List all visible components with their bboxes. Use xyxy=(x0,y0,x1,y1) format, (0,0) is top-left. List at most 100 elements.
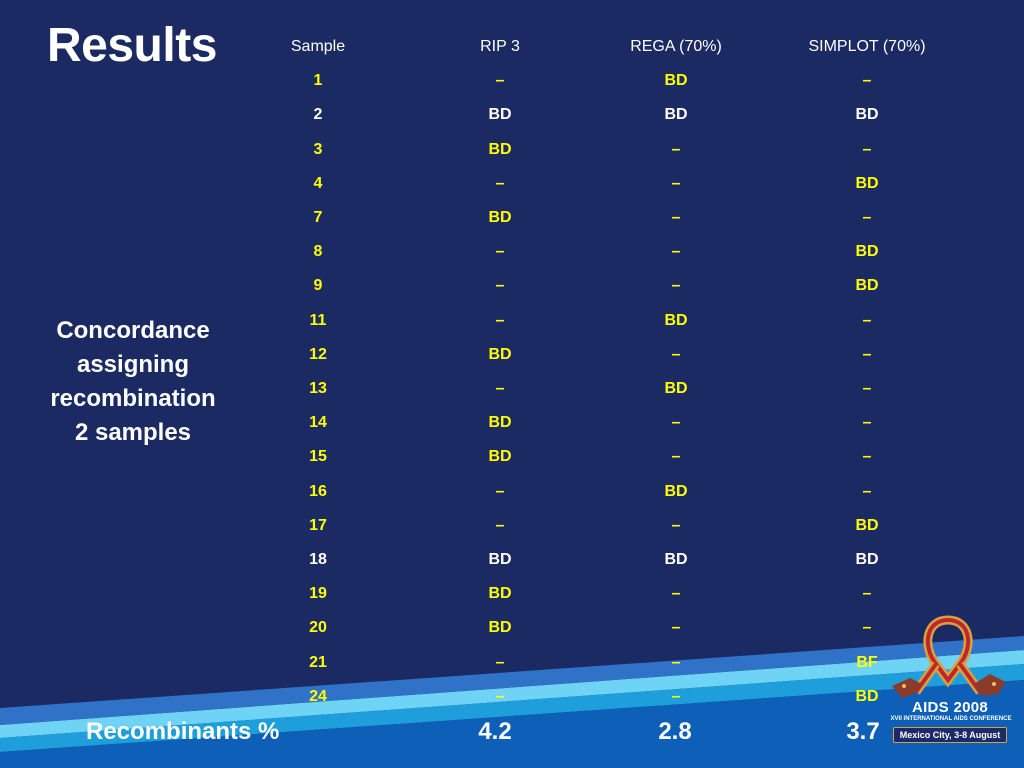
cell-sample: 12 xyxy=(309,345,327,363)
cell-rega: BD xyxy=(664,106,688,124)
cell-rega: – xyxy=(671,209,681,226)
cell-sample: 16 xyxy=(309,482,327,500)
cell-simplot: – xyxy=(862,311,872,329)
cell-rip3: – xyxy=(495,72,505,90)
table-row: 11 – BD – xyxy=(258,304,958,338)
cell-simplot: – xyxy=(862,140,872,158)
cell-simplot: BD xyxy=(855,106,879,124)
cell-sample: 9 xyxy=(313,277,323,295)
table-row: 15 BD – – xyxy=(258,440,958,474)
note-line: 2 samples xyxy=(74,419,192,446)
stripe-top xyxy=(0,636,1024,725)
cell-sample: 13 xyxy=(309,380,327,397)
cell-sample: 8 xyxy=(313,243,323,261)
cell-rip3: BD xyxy=(488,448,512,466)
cell-rega: – xyxy=(671,687,681,705)
table-row: 13 – BD – xyxy=(258,372,958,406)
cell-rega: BD xyxy=(664,551,688,568)
table-row: 21 – – BF xyxy=(258,646,958,680)
table-row: 17 – – BD xyxy=(258,509,958,543)
cell-simplot: – xyxy=(862,414,872,432)
cell-sample: 20 xyxy=(309,619,327,637)
header-rega: REGA (70%) xyxy=(630,38,722,55)
recombinants-simplot-value: 3.7 xyxy=(846,718,880,745)
table-row: 1 – BD – xyxy=(258,64,958,98)
stripe-dark xyxy=(0,680,1024,768)
cell-sample: 18 xyxy=(309,551,327,568)
cell-simplot: – xyxy=(862,209,872,226)
note-line: recombination xyxy=(50,385,216,412)
cell-sample: 15 xyxy=(309,448,327,466)
cell-rega: – xyxy=(671,174,681,192)
recombinants-rega-value: 2.8 xyxy=(658,718,692,745)
cell-rip3: – xyxy=(495,380,505,397)
cell-rip3: – xyxy=(495,243,505,261)
note-line: Concordance xyxy=(56,317,210,344)
header-sample: Sample xyxy=(290,38,346,55)
cell-rip3: – xyxy=(495,687,505,705)
cell-rip3: – xyxy=(495,174,505,192)
table-header-row: Sample RIP 3 REGA (70%) SIMPLOT (70%) xyxy=(258,30,958,64)
cell-rega: – xyxy=(671,277,681,295)
table-row: 9 – – BD xyxy=(258,269,958,303)
table-row: 8 – – BD xyxy=(258,235,958,269)
cell-rip3: – xyxy=(495,516,505,534)
cell-rip3: BD xyxy=(488,140,512,158)
cell-simplot: BD xyxy=(855,174,879,192)
cell-simplot: – xyxy=(862,448,872,466)
table-row: 16 – BD – xyxy=(258,475,958,509)
table-row: 4 – – BD xyxy=(258,167,958,201)
table-row: 12 BD – – xyxy=(258,338,958,372)
cell-rega: – xyxy=(671,345,681,363)
cell-rip3: – xyxy=(495,482,505,500)
cell-simplot: BD xyxy=(855,277,879,295)
cell-sample: 21 xyxy=(309,653,327,671)
cell-rega: BD xyxy=(664,380,688,397)
cell-rega: – xyxy=(671,414,681,432)
cell-simplot: BD xyxy=(855,243,879,261)
cell-sample: 1 xyxy=(313,72,323,90)
stripe-light xyxy=(0,650,1024,738)
concordance-note: Concordance assigning recombination 2 sa… xyxy=(20,314,246,450)
recombinants-label: Recombinants % xyxy=(86,718,280,745)
table-row: 24 – – BD xyxy=(258,680,958,714)
logo-location: Mexico City, 3-8 August xyxy=(893,727,1007,743)
cell-sample: 7 xyxy=(313,209,323,226)
cell-rega: – xyxy=(671,585,681,603)
cell-rip3: BD xyxy=(488,209,512,226)
cell-sample: 24 xyxy=(309,687,327,705)
cell-simplot: BF xyxy=(856,653,878,671)
cell-simplot: BD xyxy=(855,516,879,534)
cell-sample: 11 xyxy=(309,311,327,329)
cell-simplot: – xyxy=(862,585,872,603)
stripe-mid xyxy=(0,664,1024,752)
table-row: 19 BD – – xyxy=(258,577,958,611)
cell-rega: – xyxy=(671,140,681,158)
cell-simplot: – xyxy=(862,72,872,90)
cell-simplot: BD xyxy=(855,551,879,568)
cell-sample: 2 xyxy=(313,106,323,124)
cell-simplot: – xyxy=(862,619,872,637)
cell-rip3: – xyxy=(495,653,505,671)
table-row: 2 BD BD BD xyxy=(258,98,958,132)
cell-simplot: – xyxy=(862,482,872,500)
recombinants-rip3-value: 4.2 xyxy=(478,718,512,745)
cell-rip3: BD xyxy=(488,106,512,124)
table-row: 14 BD – – xyxy=(258,406,958,440)
header-simplot: SIMPLOT (70%) xyxy=(808,38,926,55)
cell-rip3: – xyxy=(495,311,505,329)
cell-simplot: – xyxy=(862,380,872,397)
slide-title: Results xyxy=(47,19,217,72)
table-row: 3 BD – – xyxy=(258,133,958,167)
cell-rega: BD xyxy=(664,482,688,500)
cell-simplot: BD xyxy=(855,687,879,705)
cell-rega: – xyxy=(671,653,681,671)
cell-sample: 19 xyxy=(309,585,327,603)
cell-rip3: BD xyxy=(488,345,512,363)
cell-rip3: BD xyxy=(488,619,512,637)
cell-rega: – xyxy=(671,516,681,534)
cell-rega: – xyxy=(671,243,681,261)
cell-sample: 4 xyxy=(313,174,323,192)
